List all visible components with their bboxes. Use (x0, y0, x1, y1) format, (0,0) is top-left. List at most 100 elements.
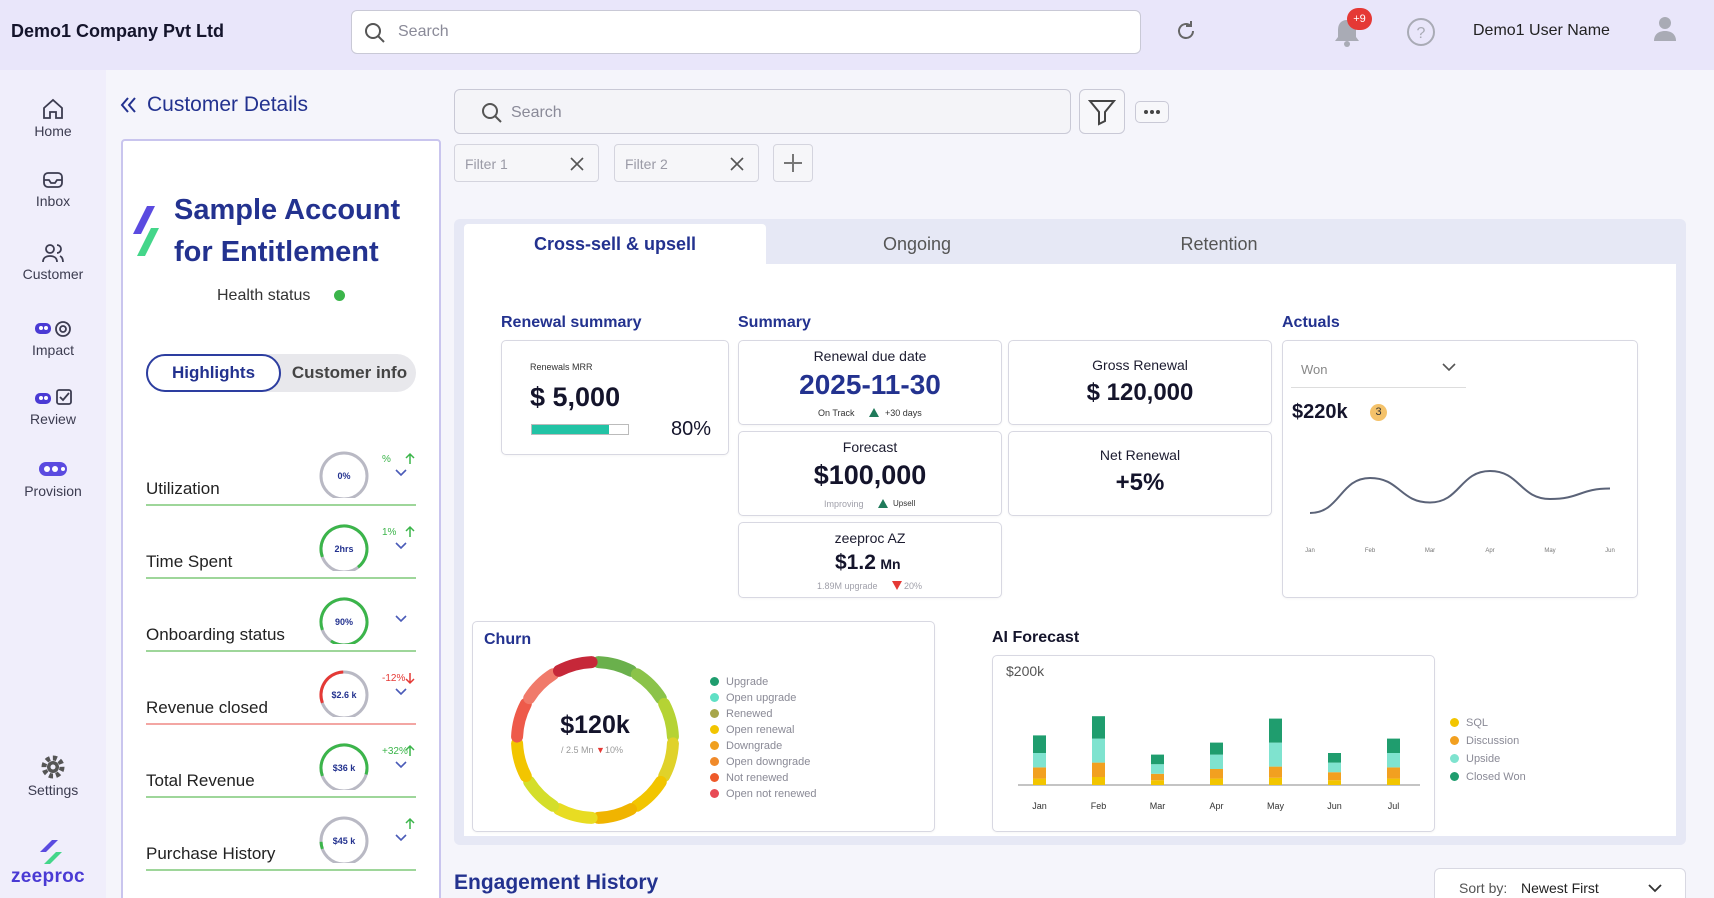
ai-bar-segment (1210, 778, 1223, 785)
ai-x-tick: Apr (1209, 801, 1223, 811)
metric-label: Revenue closed (146, 698, 268, 717)
review-icon (35, 389, 72, 405)
avatar-icon[interactable] (1650, 13, 1680, 43)
metric-row[interactable]: Revenue closed $2.6 k -12% (146, 670, 416, 725)
nav-impact[interactable]: Impact (0, 318, 106, 358)
actuals-line-chart: Jan Feb Mar Apr May Jun (1305, 469, 1615, 554)
forecast-card (738, 431, 1002, 516)
filter-button[interactable] (1079, 89, 1125, 134)
churn-segment (658, 697, 679, 743)
ai-forecast-bar-chart: Jan Feb Mar Apr May Jun Jul (1018, 716, 1420, 811)
ai-x-tick: Jun (1327, 801, 1342, 811)
tab-highlights[interactable]: Highlights (146, 354, 281, 392)
tab-customer-info[interactable]: Customer info (291, 363, 408, 382)
actuals-value: $220k (1292, 401, 1348, 423)
account-logo-icon (133, 206, 159, 256)
metric-gauge: 2hrs (319, 524, 369, 571)
nav-inbox[interactable]: Inbox (0, 169, 106, 209)
metric-row[interactable]: Purchase History $45 k (146, 816, 416, 871)
home-icon (43, 98, 63, 119)
churn-legend-item: Renewed (710, 708, 772, 720)
churn-legend-item: Open upgrade (710, 692, 796, 704)
filter-chip-1[interactable]: Filter 1 (454, 144, 599, 182)
metric-gauge: $2.6 k (319, 670, 369, 717)
add-filter-button[interactable] (773, 144, 813, 182)
churn-segment (592, 803, 638, 824)
churn-title: Churn (484, 631, 532, 648)
metric-value: 0% (337, 471, 350, 481)
actuals-x-tick: May (1544, 548, 1555, 554)
legend-label: Downgrade (726, 740, 783, 752)
ai-bar-segment (1033, 778, 1046, 785)
metric-gauge: 0% (319, 451, 369, 498)
renewal-due-delta: +30 days (885, 408, 922, 418)
churn-segment (592, 656, 638, 677)
nav-customer[interactable]: Customer (0, 242, 106, 282)
legend-label: Not renewed (726, 772, 789, 784)
tab-ongoing[interactable]: Ongoing (882, 234, 952, 254)
ai-bar-segment (1092, 762, 1105, 777)
actuals-select[interactable]: Won (1291, 352, 1466, 388)
close-icon[interactable] (570, 157, 584, 171)
legend-dot (710, 773, 719, 782)
tab-retention[interactable]: Retention (1180, 234, 1258, 254)
churn-segment (658, 737, 679, 783)
ai-bar-segment (1328, 780, 1341, 785)
ai-bar-segment (1033, 735, 1046, 753)
global-search[interactable] (351, 10, 1141, 54)
refresh-icon[interactable] (1174, 19, 1198, 43)
filter-chip-2[interactable]: Filter 2 (614, 144, 759, 182)
nav-provision[interactable]: Provision (0, 457, 106, 499)
users-icon (42, 244, 64, 263)
churn-legend-item: Upgrade (710, 676, 768, 688)
churn-segment (630, 775, 667, 812)
zeeproc-az-value-wrap: $1.2 Mn (835, 551, 901, 575)
legend-dot (710, 693, 719, 702)
nav-review[interactable]: Review (0, 387, 106, 427)
metric-row[interactable]: Utilization 0%% (146, 451, 416, 506)
ai-bar-segment (1033, 767, 1046, 779)
main-search-input[interactable] (511, 102, 1031, 124)
trend-up-icon (395, 817, 415, 842)
metric-value: $36 k (333, 763, 357, 773)
tab-cross-sell[interactable]: Cross-sell & upsell (464, 224, 766, 264)
double-chevron-left-icon[interactable] (119, 96, 139, 114)
legend-label: Discussion (1466, 735, 1520, 747)
net-renewal-value: +5% (1115, 469, 1165, 496)
user-name[interactable]: Demo1 User Name (1473, 22, 1610, 39)
impact-icon (35, 321, 71, 337)
search-icon (482, 103, 502, 123)
nav-home[interactable]: Home (0, 97, 106, 139)
metric-row[interactable]: Onboarding status 90% (146, 597, 416, 652)
sort-select[interactable]: Sort by: Newest First (1434, 868, 1686, 898)
health-status-dot (334, 290, 345, 301)
ai-bar-segment (1092, 716, 1105, 739)
nav-settings[interactable]: Settings (0, 754, 106, 798)
metric-row[interactable]: Total Revenue $36 k +32% (146, 743, 416, 798)
churn-donut-chart (511, 656, 679, 824)
metric-row[interactable]: Time Spent 2hrs 1% (146, 524, 416, 579)
main-search[interactable] (454, 89, 1071, 134)
ai-legend-item: Discussion (1450, 735, 1519, 747)
churn-segment (523, 775, 560, 812)
zeeproc-logo-text: zeeproc (11, 866, 85, 887)
close-icon[interactable] (730, 157, 744, 171)
trend-down-icon (395, 615, 407, 623)
ai-bar-segment (1269, 718, 1282, 743)
ai-x-tick: Feb (1091, 801, 1107, 811)
metric-gauge: $36 k (319, 743, 369, 790)
more-button[interactable] (1135, 101, 1169, 123)
trend-up-icon (395, 452, 415, 477)
net-renewal-label: Net Renewal (1099, 447, 1181, 463)
search-icon (365, 23, 385, 43)
summary-title: Summary (738, 314, 811, 331)
inbox-icon (43, 172, 63, 188)
global-search-input[interactable] (398, 21, 1098, 43)
legend-dot (710, 789, 719, 798)
churn-value: $120k (560, 711, 630, 739)
churn-segment (552, 656, 598, 677)
net-renewal-card (1008, 431, 1272, 516)
help-icon[interactable]: ? (1406, 17, 1436, 47)
ai-x-tick: Jul (1388, 801, 1400, 811)
ai-bar-segment (1210, 742, 1223, 755)
